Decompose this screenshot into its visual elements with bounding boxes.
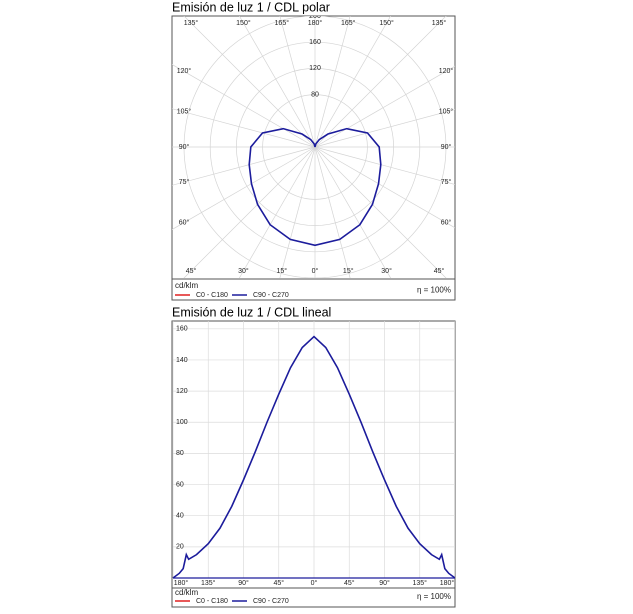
angle-tick-label: 45° bbox=[186, 267, 197, 275]
x-tick-label: 45° bbox=[273, 579, 284, 587]
radial-grid-line bbox=[314, 65, 455, 148]
radial-grid-line bbox=[314, 146, 351, 278]
x-tick-label: 180° bbox=[440, 579, 455, 587]
annotation: η = 100% bbox=[417, 286, 451, 295]
chart-title: Emisión de luz 1 / CDL lineal bbox=[172, 305, 331, 319]
angle-tick-label: 30° bbox=[381, 267, 392, 275]
angle-tick-label: 30° bbox=[238, 267, 249, 275]
angle-tick-label: 90° bbox=[179, 143, 190, 151]
radial-grid-line bbox=[172, 108, 316, 148]
unit-label: cd/klm bbox=[175, 281, 198, 290]
radial-grid-line bbox=[314, 16, 447, 148]
radial-grid-line bbox=[183, 16, 316, 148]
radial-grid-line bbox=[183, 146, 316, 278]
angle-tick-label: 90° bbox=[441, 143, 452, 151]
plot-area bbox=[172, 321, 455, 579]
radial-grid-line bbox=[279, 16, 316, 148]
y-tick-label: 100 bbox=[176, 419, 188, 426]
legend-label: C0 - C180 bbox=[196, 292, 228, 299]
unit-label: cd/klm bbox=[175, 588, 198, 597]
radial-tick-label: 120 bbox=[309, 65, 321, 72]
angle-tick-label: 0° bbox=[312, 267, 319, 275]
y-tick-label: 80 bbox=[176, 450, 184, 457]
x-tick-label: 0° bbox=[311, 579, 318, 587]
x-tick-label: 135° bbox=[413, 579, 428, 587]
radial-grid-line bbox=[238, 16, 316, 148]
radial-grid-line bbox=[172, 146, 316, 186]
radial-grid-line bbox=[314, 146, 392, 278]
angle-tick-label: 165° bbox=[341, 19, 356, 27]
radial-grid-line bbox=[279, 146, 316, 278]
angle-tick-label: 105° bbox=[439, 108, 454, 116]
angle-tick-label: 60° bbox=[441, 218, 452, 226]
x-tick-label: 90° bbox=[379, 579, 390, 587]
x-tick-label: 45° bbox=[344, 579, 355, 587]
angle-tick-label: 180° bbox=[308, 19, 323, 27]
angle-tick-label: 120° bbox=[177, 67, 192, 75]
series-line bbox=[172, 335, 455, 579]
y-tick-label: 140 bbox=[176, 357, 188, 364]
legend-label: C90 - C270 bbox=[253, 292, 289, 299]
angle-tick-label: 45° bbox=[434, 267, 445, 275]
chart-frame bbox=[171, 320, 456, 608]
y-tick-label: 60 bbox=[176, 481, 184, 488]
chart-frame bbox=[171, 15, 456, 301]
radial-tick-label: 160 bbox=[309, 39, 321, 46]
y-tick-label: 120 bbox=[176, 388, 188, 395]
radial-grid-line bbox=[314, 16, 392, 148]
angle-tick-label: 75° bbox=[441, 178, 452, 186]
angle-tick-label: 165° bbox=[275, 19, 290, 27]
legend-label: C0 - C180 bbox=[196, 598, 228, 605]
radial-grid-line bbox=[314, 146, 447, 278]
annotation: η = 100% bbox=[417, 592, 451, 601]
radial-tick-label: 80 bbox=[311, 91, 319, 98]
radial-grid-line bbox=[172, 146, 316, 230]
radial-grid-line bbox=[314, 16, 351, 148]
legend-label: C90 - C270 bbox=[253, 598, 289, 605]
radial-grid-line bbox=[314, 109, 455, 148]
x-tick-label: 180° bbox=[174, 579, 189, 587]
angle-tick-label: 135° bbox=[184, 19, 199, 27]
angle-tick-label: 60° bbox=[179, 218, 190, 226]
x-tick-label: 90° bbox=[238, 579, 249, 587]
chart-title: Emisión de luz 1 / CDL polar bbox=[172, 0, 330, 14]
angle-tick-label: 150° bbox=[379, 19, 394, 27]
radial-grid-line bbox=[314, 146, 455, 229]
radial-tick-label: 200 bbox=[309, 13, 321, 20]
angle-tick-label: 75° bbox=[179, 178, 190, 186]
angle-tick-label: 105° bbox=[177, 108, 192, 116]
series-line bbox=[248, 127, 382, 247]
angle-tick-label: 15° bbox=[276, 267, 287, 275]
angle-tick-label: 120° bbox=[439, 67, 454, 75]
y-tick-label: 20 bbox=[176, 544, 184, 551]
angle-tick-label: 15° bbox=[343, 267, 354, 275]
y-tick-label: 160 bbox=[176, 326, 188, 333]
y-tick-label: 40 bbox=[176, 513, 184, 520]
x-tick-label: 135° bbox=[201, 579, 216, 587]
angle-tick-label: 135° bbox=[432, 19, 447, 27]
angle-tick-label: 150° bbox=[236, 19, 251, 27]
radial-grid-line bbox=[314, 146, 455, 185]
radial-grid-line bbox=[238, 146, 316, 278]
radial-grid-line bbox=[172, 64, 316, 148]
plot-area: 80 120 160 200 bbox=[172, 13, 455, 278]
